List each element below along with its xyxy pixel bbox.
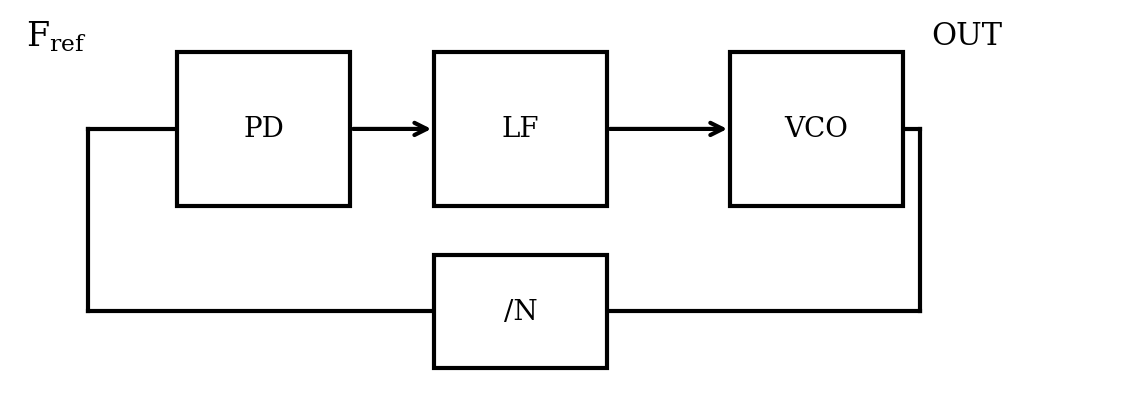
- Text: VCO: VCO: [784, 116, 848, 143]
- FancyBboxPatch shape: [434, 255, 608, 368]
- FancyBboxPatch shape: [730, 53, 903, 206]
- FancyBboxPatch shape: [434, 53, 608, 206]
- Text: OUT: OUT: [932, 21, 1002, 52]
- Text: PD: PD: [243, 116, 285, 143]
- Text: LF: LF: [502, 116, 539, 143]
- Text: $\mathregular{F_{ref}}$: $\mathregular{F_{ref}}$: [27, 19, 87, 54]
- Text: /N: /N: [504, 298, 538, 325]
- FancyBboxPatch shape: [178, 53, 350, 206]
